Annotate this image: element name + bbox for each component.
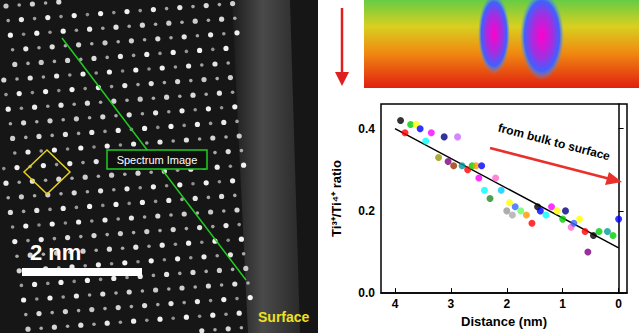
svg-text:Spectrum Image: Spectrum Image: [117, 154, 198, 166]
svg-text:4: 4: [392, 297, 399, 311]
svg-text:Ti³⁺/Ti⁴⁺ ratio: Ti³⁺/Ti⁴⁺ ratio: [329, 160, 344, 237]
svg-text:Distance (nm): Distance (nm): [461, 314, 547, 329]
svg-text:0.4: 0.4: [358, 122, 375, 136]
svg-text:from bulk to surface: from bulk to surface: [496, 121, 611, 164]
svg-text:Surface: Surface: [258, 309, 310, 325]
svg-text:2: 2: [503, 297, 510, 311]
svg-text:0.0: 0.0: [358, 286, 375, 300]
svg-text:0.2: 0.2: [358, 204, 375, 218]
svg-text:0: 0: [615, 297, 622, 311]
svg-text:2 nm: 2 nm: [30, 240, 81, 265]
svg-text:1: 1: [559, 297, 566, 311]
svg-text:3: 3: [448, 297, 455, 311]
